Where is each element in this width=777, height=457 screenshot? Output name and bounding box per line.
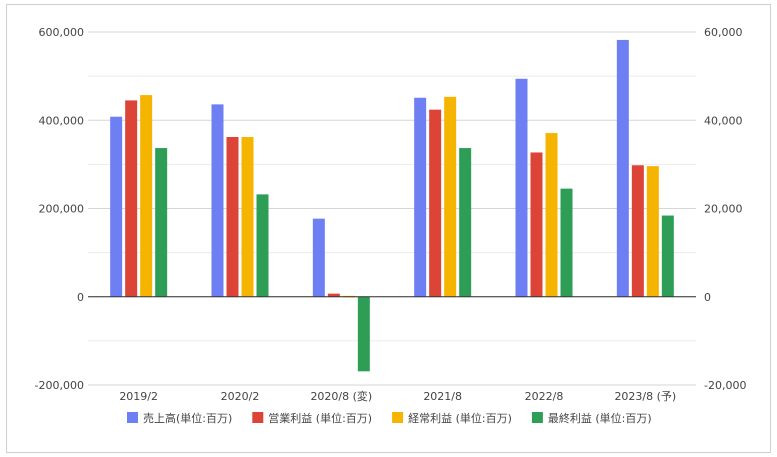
legend-swatch [127, 412, 138, 423]
bar [631, 165, 644, 297]
bar [327, 293, 340, 297]
left-tick-label: 0 [77, 291, 84, 304]
category-label: 2020/8 (変) [310, 389, 372, 403]
bar [211, 104, 224, 297]
legend-swatch [392, 412, 404, 423]
bar [515, 78, 528, 297]
right-tick-label: 60,000 [704, 26, 743, 39]
right-tick-label: 40,000 [704, 114, 743, 127]
legend-label: 売上高(単位:百万) [143, 411, 232, 425]
bar [226, 137, 239, 297]
left-tick-label: 200,000 [39, 203, 85, 216]
bars [88, 39, 696, 372]
legend-swatch [531, 412, 543, 423]
right-tick-label: 0 [704, 291, 711, 304]
bar [545, 133, 558, 297]
gridlines [88, 31, 696, 386]
bar [155, 148, 168, 297]
category-label: 2020/2 [221, 390, 260, 403]
bar [414, 97, 427, 297]
left-tick-label: -200,000 [35, 379, 84, 392]
bar [429, 109, 442, 297]
category-label: 2022/8 [525, 390, 564, 403]
bar [616, 39, 629, 297]
left-tick-label: 600,000 [39, 26, 85, 39]
bar [256, 194, 269, 297]
legend-label: 営業利益 (単位:百万) [268, 411, 372, 425]
bar [444, 96, 457, 297]
bar [357, 296, 370, 372]
bar [241, 137, 254, 297]
bar [312, 218, 325, 297]
category-label: 2023/8 (予) [614, 390, 676, 403]
bar [661, 215, 674, 297]
bar [140, 95, 153, 297]
bar [110, 116, 123, 297]
left-axis-ticks: -200,000 0 200,000 400,000 600,000 [35, 26, 84, 392]
left-tick-label: 400,000 [39, 114, 85, 127]
category-axis-labels: 2019/2 2020/2 2020/8 (変) 2021/8 2022/8 2023/8… [119, 389, 676, 403]
right-tick-label: -20,000 [704, 379, 746, 392]
right-axis-ticks: -20,000 0 20,000 40,000 60,000 [704, 26, 746, 392]
legend-label: 経常利益 (単位:百万) [408, 411, 512, 425]
category-label: 2019/2 [119, 390, 158, 403]
bar [530, 152, 543, 297]
legend-swatch [252, 412, 264, 423]
right-tick-label: 20,000 [704, 203, 743, 216]
bar [459, 148, 472, 297]
bar [125, 100, 138, 297]
legend-label: 最終利益 (単位:百万) [548, 411, 652, 425]
legend: 売上高(単位:百万) 営業利益 (単位:百万) 経常利益 (単位:百万) 最終利益 (… [127, 411, 652, 425]
bar [646, 166, 659, 297]
bar [560, 188, 573, 297]
category-label: 2021/8 [423, 390, 462, 403]
